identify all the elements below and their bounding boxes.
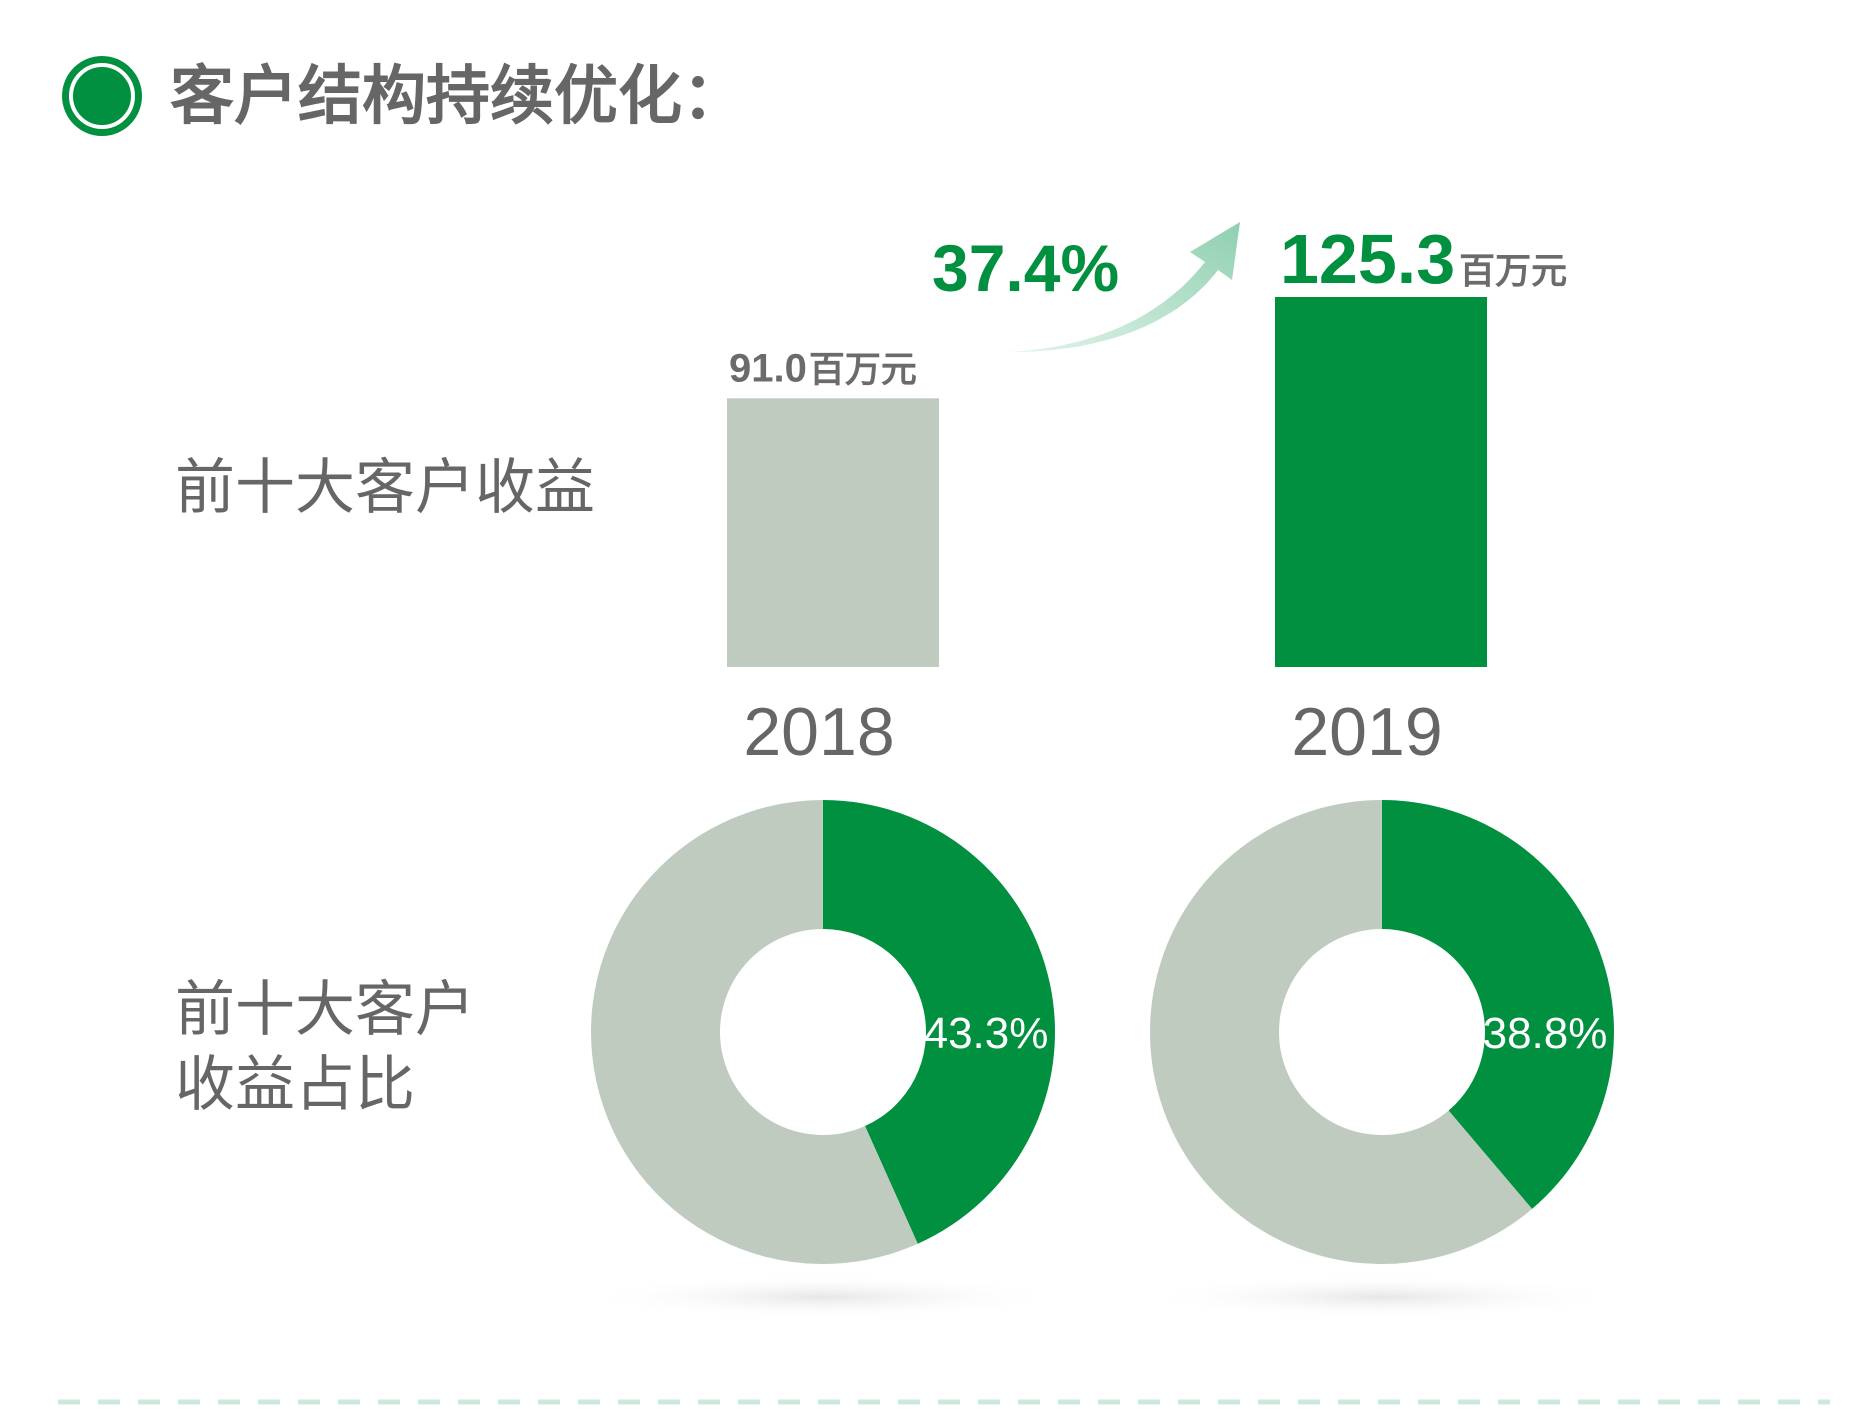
growth-label: 37.4% bbox=[932, 231, 1119, 305]
revenue-row-label: 前十大客户收益 bbox=[175, 453, 595, 523]
value-label-2019: 125.3 百万元 bbox=[1280, 220, 1567, 298]
donut-shadow bbox=[1142, 1275, 1622, 1319]
title-bullet-icon bbox=[62, 56, 142, 136]
page-title: 客户结构持续优化： bbox=[170, 60, 746, 134]
donut-slice-other bbox=[591, 800, 918, 1264]
donut-value-label: 43.3% bbox=[924, 1009, 1049, 1058]
donut-slice-top10 bbox=[823, 800, 1056, 1244]
share-donut-charts: 43.3% 38.8% bbox=[583, 800, 1622, 1319]
share-row-label-line2: 收益占比 bbox=[175, 1050, 415, 1120]
donut-slice-other bbox=[1150, 800, 1533, 1264]
x-tick-label-2019: 2019 bbox=[1291, 694, 1442, 770]
donut-shadow bbox=[583, 1275, 1063, 1319]
share-row-label-line1: 前十大客户 bbox=[175, 975, 475, 1045]
x-tick-label-2018: 2018 bbox=[743, 694, 894, 770]
revenue-bar-chart: 2018 91.0百万元 2019 125.3 百万元 bbox=[727, 220, 1567, 770]
bar-2018 bbox=[727, 398, 939, 667]
donut-slice-top10 bbox=[1382, 800, 1614, 1209]
donut-2019: 38.8% bbox=[1142, 800, 1622, 1319]
value-label-2018: 91.0百万元 bbox=[729, 346, 917, 390]
growth-arrow-icon bbox=[1010, 222, 1240, 352]
donut-value-label: 38.8% bbox=[1483, 1009, 1608, 1058]
bar-2019 bbox=[1275, 297, 1487, 667]
donut-2018: 43.3% bbox=[583, 800, 1063, 1319]
